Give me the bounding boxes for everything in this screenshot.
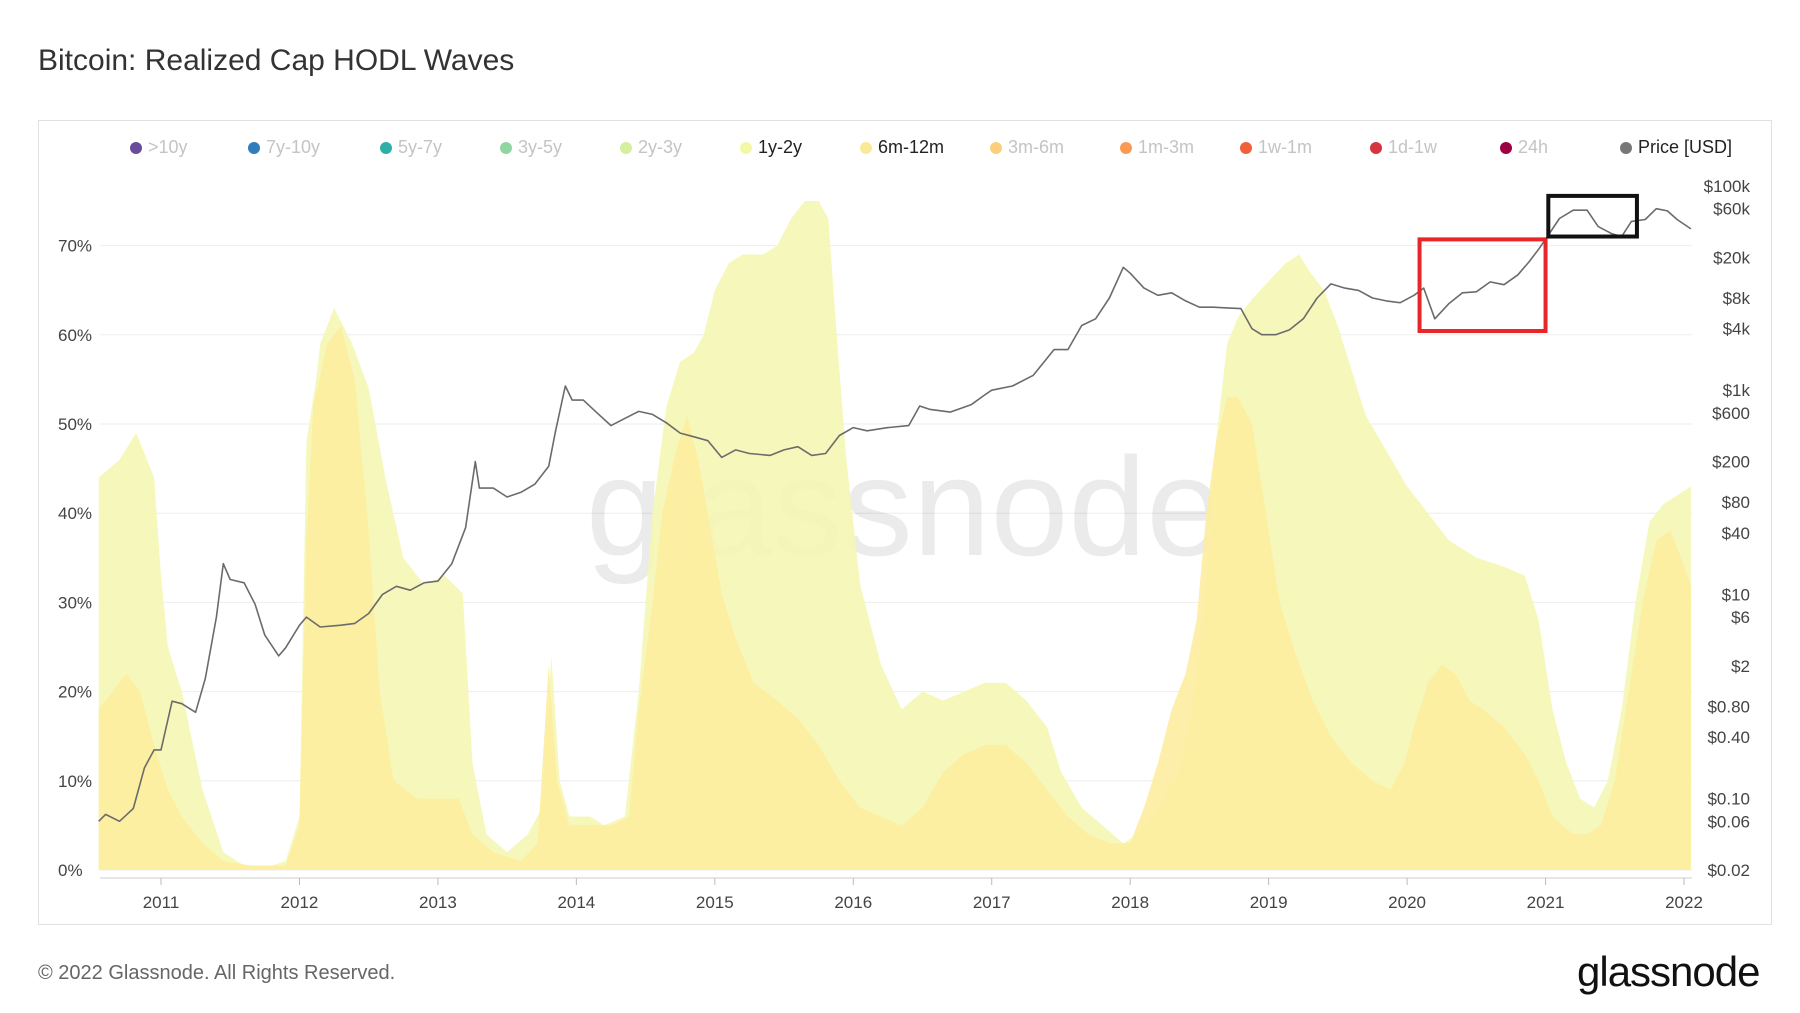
y-left-tick-label: 40% bbox=[58, 504, 92, 523]
y-right-tick-label: $10 bbox=[1722, 585, 1750, 604]
legend-label: 3y-5y bbox=[518, 137, 563, 157]
legend-label: 24h bbox=[1518, 137, 1549, 157]
y-right-tick-label: $1k bbox=[1723, 381, 1751, 400]
x-tick-label: 2022 bbox=[1665, 893, 1703, 912]
legend-label: 1m-3m bbox=[1138, 137, 1195, 157]
y-left-tick-label: 30% bbox=[58, 593, 92, 612]
legend-label: 2y-3y bbox=[638, 137, 683, 157]
series-area-6m-12m bbox=[98, 325, 1691, 870]
chart-title: Bitcoin: Realized Cap HODL Waves bbox=[38, 44, 515, 77]
legend-item-2y-3y[interactable]: 2y-3y bbox=[620, 137, 682, 158]
legend-label: Price [USD] bbox=[1638, 137, 1733, 157]
y-right-tick-label: $6 bbox=[1731, 608, 1750, 627]
legend-dot-icon bbox=[1120, 141, 1132, 154]
legend-dot-icon bbox=[248, 141, 260, 154]
y-left-tick-label: 10% bbox=[58, 772, 92, 791]
legend-item-1w-1m[interactable]: 1w-1m bbox=[1240, 137, 1312, 158]
legend-dot-icon bbox=[1370, 141, 1382, 154]
y-right-tick-label: $80 bbox=[1722, 493, 1750, 512]
x-tick-label: 2013 bbox=[419, 893, 457, 912]
legend-dot-icon bbox=[1500, 141, 1512, 154]
y-left-tick-label: 70% bbox=[58, 237, 92, 256]
legend-dot-icon bbox=[740, 141, 752, 154]
legend-dot-icon bbox=[860, 141, 872, 154]
x-tick-label: 2011 bbox=[143, 893, 180, 912]
legend-item-6m-12m[interactable]: 6m-12m bbox=[860, 137, 944, 158]
legend-dot-icon bbox=[1620, 141, 1632, 154]
legend-dot-icon bbox=[500, 141, 512, 154]
legend-label: 1d-1w bbox=[1388, 137, 1438, 157]
chart-frame bbox=[38, 120, 1772, 925]
legend-item-3m-6m[interactable]: 3m-6m bbox=[990, 137, 1064, 158]
series-layer bbox=[98, 201, 1692, 870]
legend-item-1y-2y[interactable]: 1y-2y bbox=[740, 137, 802, 158]
highlight-box-black bbox=[1546, 193, 1639, 239]
legend-item-3y-5y[interactable]: 3y-5y bbox=[500, 137, 562, 158]
y-right-tick-label: $40 bbox=[1722, 524, 1750, 543]
y-left-tick-label: 50% bbox=[58, 415, 92, 434]
legend-label: 1w-1m bbox=[1258, 137, 1313, 157]
y-right-tick-label: $0.06 bbox=[1707, 812, 1750, 831]
legend-label: 5y-7y bbox=[398, 137, 443, 157]
y-left-tick-label: 0% bbox=[58, 861, 83, 880]
legend-dot-icon bbox=[380, 141, 392, 154]
x-tick-label: 2012 bbox=[281, 893, 319, 912]
y-right-tick-label: $2 bbox=[1731, 657, 1750, 676]
legend-dot-icon bbox=[1240, 141, 1252, 154]
x-tick-label: 2017 bbox=[973, 893, 1011, 912]
legend-label: 7y-10y bbox=[266, 137, 321, 157]
y-right-tick-label: $20k bbox=[1713, 248, 1750, 267]
y-right-tick-label: $0.02 bbox=[1707, 861, 1750, 880]
copyright-footer: © 2022 Glassnode. All Rights Reserved. bbox=[38, 962, 396, 984]
y-right-tick-label: $0.10 bbox=[1707, 790, 1750, 809]
x-tick-label: 2014 bbox=[557, 893, 595, 912]
y-right-tick-label: $4k bbox=[1723, 320, 1751, 339]
y-right-tick-label: $200 bbox=[1712, 453, 1750, 472]
legend-label: 1y-2y bbox=[758, 137, 803, 157]
legend-dot-icon bbox=[130, 141, 142, 154]
y-right-tick-label: $0.40 bbox=[1707, 728, 1750, 747]
legend-item-24h[interactable]: 24h bbox=[1500, 137, 1548, 158]
legend-item-1m-3m[interactable]: 1m-3m bbox=[1120, 137, 1194, 158]
legend-label: >10y bbox=[148, 137, 188, 157]
legend: >10y 7y-10y 5y-7y 3y-5y 2y-3y 1y-2y 6m-12m 3m-6… bbox=[130, 137, 1750, 159]
legend-dot-icon bbox=[620, 141, 632, 154]
legend-item-10y[interactable]: >10y bbox=[130, 137, 188, 158]
x-tick-label: 2016 bbox=[834, 893, 872, 912]
legend-item-price-usd[interactable]: Price [USD] bbox=[1620, 137, 1732, 158]
legend-item-5y-7y[interactable]: 5y-7y bbox=[380, 137, 442, 158]
y-right-tick-label: $60k bbox=[1713, 200, 1750, 219]
x-tick-label: 2019 bbox=[1250, 893, 1288, 912]
x-tick-label: 2021 bbox=[1527, 893, 1565, 912]
legend-label: 6m-12m bbox=[878, 137, 945, 157]
y-left-tick-label: 60% bbox=[58, 326, 92, 345]
glassnode-logo[interactable]: glassnode bbox=[1577, 948, 1760, 995]
axis-labels: 0% 10% 20% 30% 40% 50% 60% 70% 2011 2012 2013 2014 2… bbox=[58, 177, 1750, 912]
legend-item-7y-10y[interactable]: 7y-10y bbox=[248, 137, 320, 158]
y-right-tick-label: $100k bbox=[1704, 177, 1751, 196]
annotation-layer bbox=[1417, 193, 1639, 334]
y-right-tick-label: $8k bbox=[1723, 289, 1751, 308]
highlight-box-red bbox=[1417, 237, 1548, 334]
y-right-tick-label: $0.80 bbox=[1707, 697, 1750, 716]
x-tick-label: 2015 bbox=[696, 893, 734, 912]
y-right-tick-label: $600 bbox=[1712, 404, 1750, 423]
x-tick-label: 2020 bbox=[1388, 893, 1426, 912]
x-tick-label: 2018 bbox=[1111, 893, 1149, 912]
legend-dot-icon bbox=[990, 141, 1002, 154]
legend-label: 3m-6m bbox=[1008, 137, 1065, 157]
series-price-line bbox=[98, 207, 1692, 823]
legend-item-1d-1w[interactable]: 1d-1w bbox=[1370, 137, 1437, 158]
y-left-tick-label: 20% bbox=[58, 683, 92, 702]
